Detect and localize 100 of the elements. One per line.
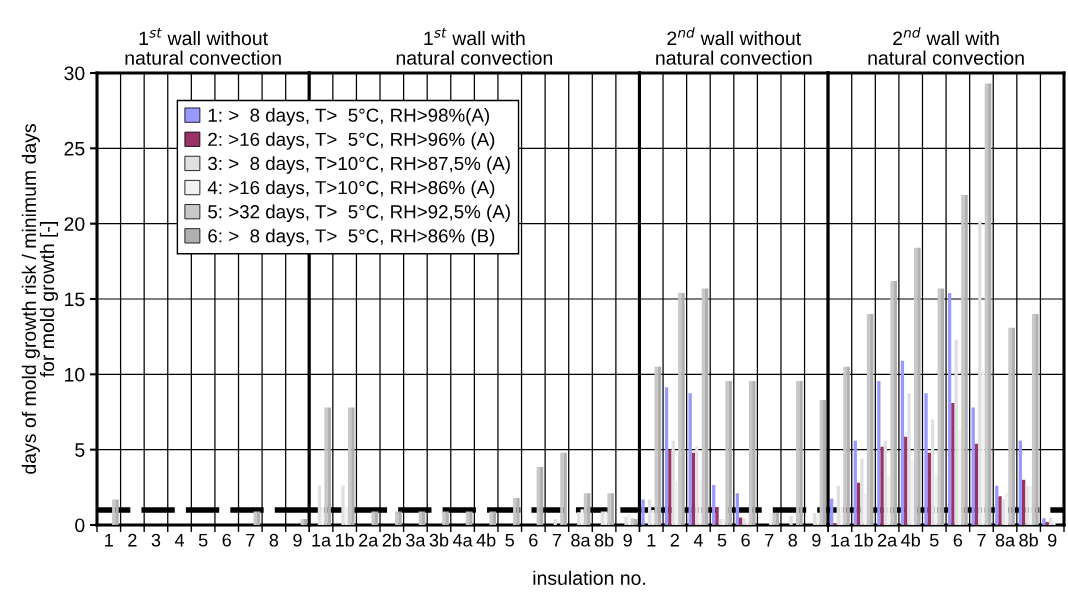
bar xyxy=(947,292,952,525)
bar xyxy=(641,499,645,525)
bar xyxy=(951,402,955,525)
legend-label: 2: >16 days, T> 5°C, RH>96% (A) xyxy=(208,132,495,150)
bar xyxy=(671,440,675,525)
bar xyxy=(738,517,743,525)
chart-title: 1$^{st}$ wall without natural convection xyxy=(125,28,281,65)
bar xyxy=(927,452,931,525)
bar xyxy=(971,407,975,525)
bar xyxy=(957,430,962,525)
bar xyxy=(995,485,999,525)
bar xyxy=(604,511,608,525)
x-tick-label: 8 xyxy=(788,533,797,547)
bar xyxy=(688,393,692,525)
bar xyxy=(722,518,726,525)
x-tick-label: 2 xyxy=(128,533,137,547)
bar xyxy=(883,440,888,525)
x-tick-label: 6 xyxy=(741,533,750,547)
x-tick-label: 3a xyxy=(406,533,426,547)
bar xyxy=(422,511,426,525)
x-tick-label: 7 xyxy=(246,534,255,547)
x-tick-label: 1a xyxy=(831,534,850,547)
bar xyxy=(489,511,493,525)
bar xyxy=(937,288,941,525)
y-tick-label: 20 xyxy=(64,217,85,231)
bar xyxy=(317,485,322,525)
bar xyxy=(822,399,827,525)
bar xyxy=(752,381,756,525)
chart-title: 2$^{nd}$ wall without natural convection xyxy=(656,27,812,65)
bar xyxy=(907,393,911,525)
bar xyxy=(718,518,723,525)
y-tick-label: 15 xyxy=(65,292,85,307)
y-tick-label: 30 xyxy=(64,66,85,81)
bar xyxy=(904,436,908,525)
y-tick-label: 10 xyxy=(65,367,85,382)
bar xyxy=(924,393,928,525)
bar xyxy=(371,511,375,525)
bar xyxy=(877,381,881,525)
bar xyxy=(492,511,497,525)
x-tick-label: 6 xyxy=(953,533,963,547)
bar xyxy=(940,288,945,525)
bar xyxy=(701,288,706,525)
legend-label: 4: >16 days, T>10°C, RH>86% (A) xyxy=(207,180,495,198)
bar xyxy=(374,511,379,525)
x-tick-label: 1 xyxy=(647,534,656,547)
legend-label: 1: > 8 days, T> 5°C, RH>98%(A) xyxy=(208,108,490,126)
bar xyxy=(1042,518,1046,525)
bar xyxy=(647,499,652,525)
bar xyxy=(735,493,739,525)
legend-label: 5: >32 days, T> 5°C, RH>92,5% (A) xyxy=(208,204,510,223)
bar xyxy=(668,449,672,525)
x-tick-label: 8b xyxy=(1019,533,1038,547)
x-tick-label: 3b xyxy=(429,533,449,547)
bar xyxy=(587,493,591,525)
bar xyxy=(775,512,780,525)
bar xyxy=(351,407,355,525)
y-tick-label: 5 xyxy=(75,443,85,457)
bar xyxy=(651,509,655,525)
x-tick-label: 7 xyxy=(765,534,774,547)
bar xyxy=(978,220,982,525)
x-tick-label: 8a xyxy=(571,533,591,547)
x-tick-label: 9 xyxy=(1048,533,1057,547)
bar xyxy=(839,506,844,525)
bar xyxy=(984,83,989,525)
bar xyxy=(930,419,935,525)
bar xyxy=(860,458,864,525)
y-tick-label: 0 xyxy=(75,518,85,533)
bar xyxy=(866,314,871,525)
x-tick-label: 8 xyxy=(269,533,279,547)
x-tick-label: 2b xyxy=(382,533,402,547)
bar xyxy=(664,387,669,525)
y-axis-title: days of mold growth risk / minimum days for mold growth [-] xyxy=(21,124,59,474)
bar xyxy=(856,482,861,525)
bar xyxy=(674,482,679,525)
x-tick-label: 2 xyxy=(670,533,679,547)
bar xyxy=(600,511,605,525)
bar xyxy=(712,485,716,525)
bar xyxy=(469,511,473,525)
bar xyxy=(1001,499,1006,525)
x-tick-label: 4 xyxy=(174,534,185,547)
x-tick-label: 2a xyxy=(877,533,898,547)
bar xyxy=(748,381,753,525)
x-tick-label: 5 xyxy=(929,534,939,547)
bar xyxy=(347,407,352,525)
bar xyxy=(418,511,423,525)
bar xyxy=(536,466,540,525)
bar xyxy=(830,498,834,525)
bar xyxy=(1035,314,1039,525)
bar xyxy=(654,366,658,525)
x-tick-label: 7 xyxy=(552,534,562,547)
x-axis-title: insulation no. xyxy=(533,570,646,585)
bar xyxy=(321,506,325,525)
x-tick-label: 9 xyxy=(812,533,821,547)
bar xyxy=(539,466,544,525)
bar xyxy=(900,360,905,525)
x-tick-label: 3 xyxy=(151,533,161,547)
bar xyxy=(630,518,635,525)
bar xyxy=(870,314,874,525)
legend-label: 6: > 8 days, T> 5°C, RH>86% (B) xyxy=(208,228,495,247)
x-tick-label: 8a xyxy=(995,533,1016,547)
